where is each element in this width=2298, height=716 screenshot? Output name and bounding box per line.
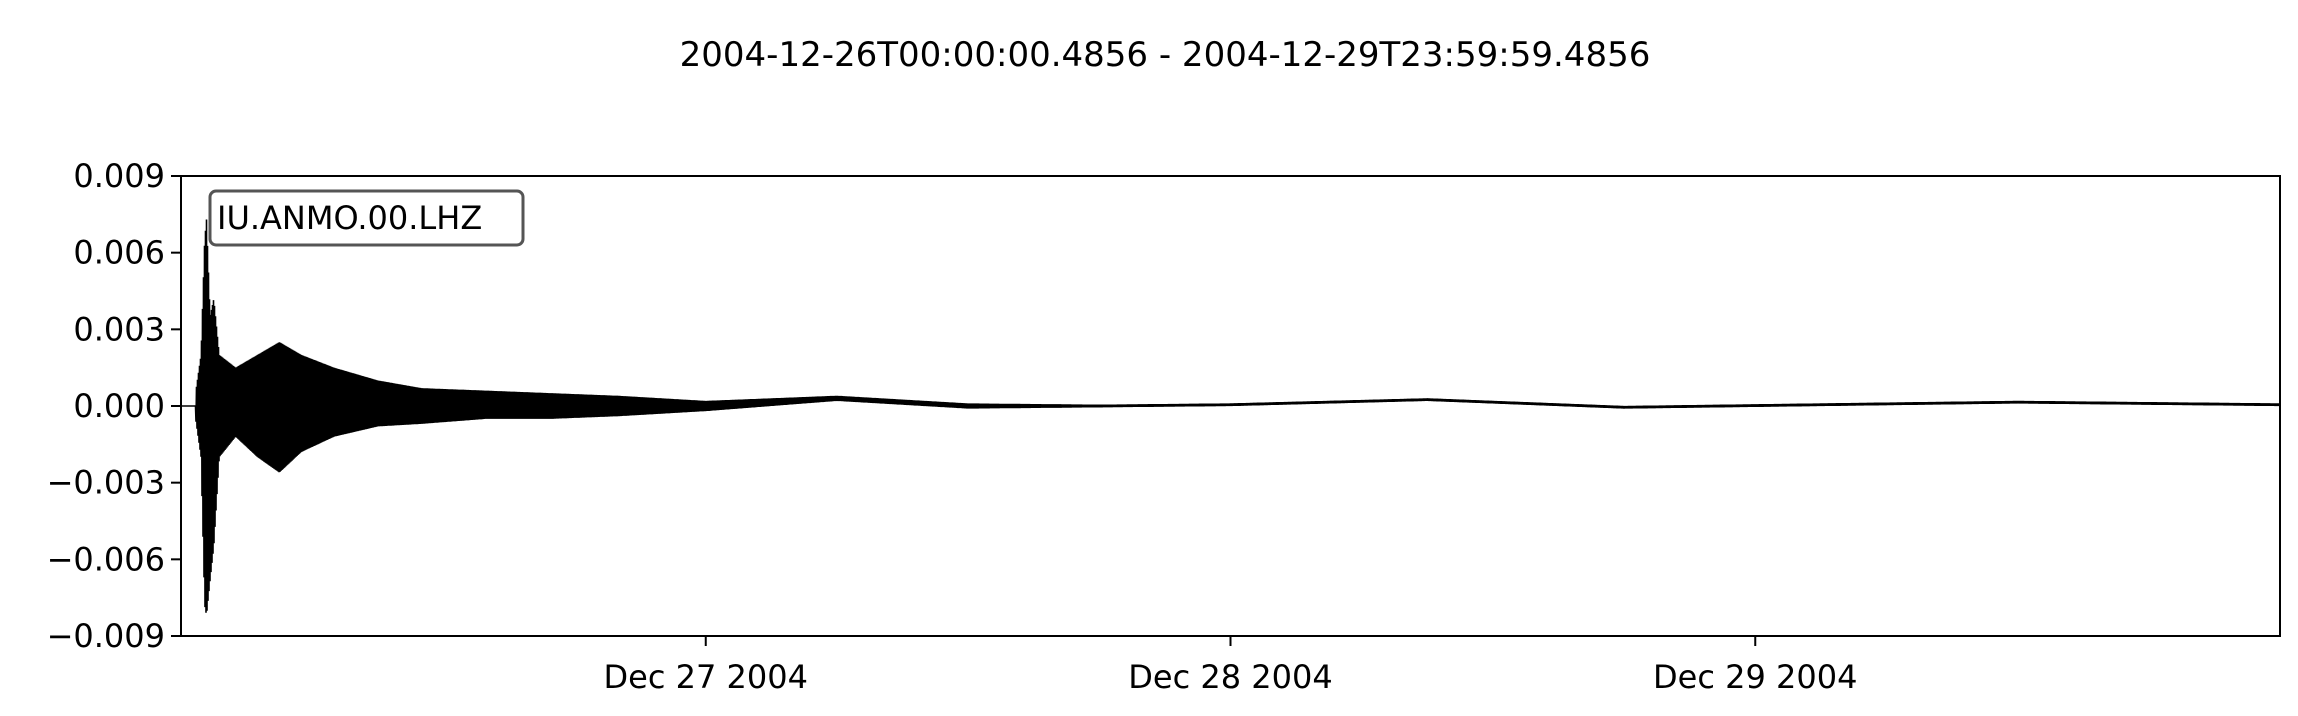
y-tick-label: −0.006: [47, 540, 165, 578]
chart-title: 2004-12-26T00:00:00.4856 - 2004-12-29T23…: [680, 35, 1651, 75]
x-axis: Dec 27 2004 Dec 28 2004 Dec 29 2004: [604, 636, 1857, 696]
x-tick-label: Dec 27 2004: [604, 658, 808, 696]
x-tick-label: Dec 28 2004: [1128, 658, 1332, 696]
y-tick-label: 0.003: [73, 310, 165, 348]
trace-layer: [181, 219, 2280, 613]
y-tick-label: −0.009: [47, 617, 165, 655]
trace-label-text: IU.ANMO.00.LHZ: [217, 199, 482, 237]
x-tick-label: Dec 29 2004: [1653, 658, 1857, 696]
trace-label: IU.ANMO.00.LHZ: [208, 189, 525, 247]
seismic-trace: [181, 219, 2280, 613]
trace-label-frame: [208, 189, 525, 247]
y-tick-label: 0.006: [73, 234, 165, 272]
y-tick-label: 0.009: [73, 157, 165, 195]
y-tick-label: 0.000: [73, 387, 165, 425]
y-axis: 0.009 0.006 0.003 0.000 −0.003 −0.006 −0.009: [47, 157, 181, 655]
y-tick-label: −0.003: [47, 464, 165, 502]
